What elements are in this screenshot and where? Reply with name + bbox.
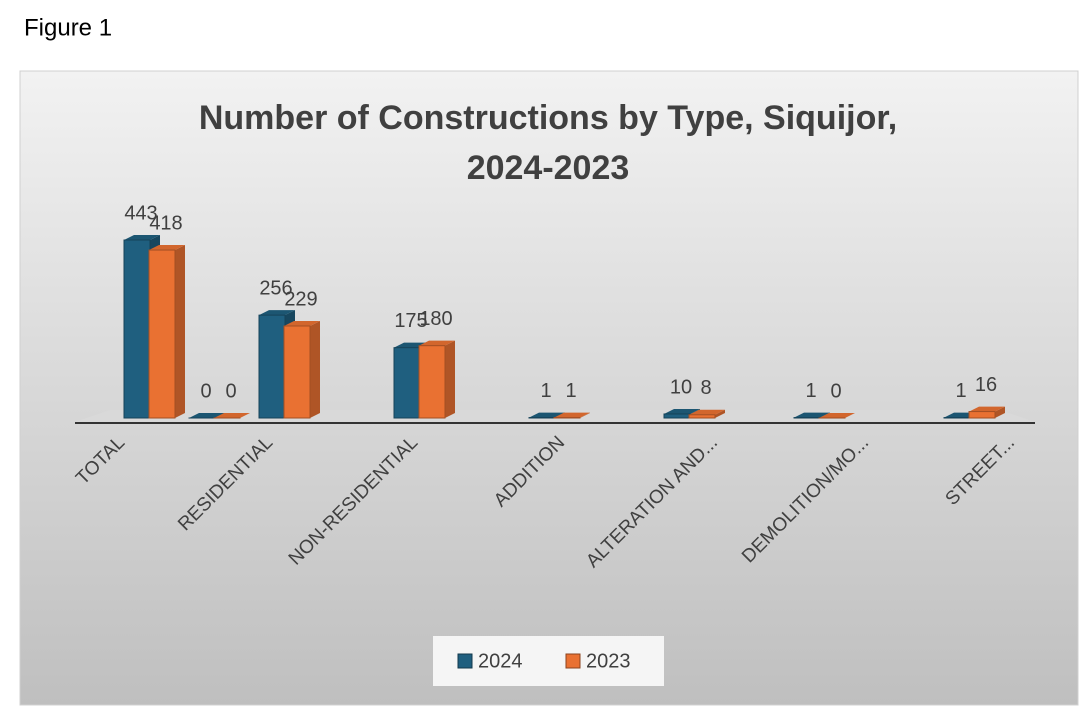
bar-top — [259, 310, 295, 316]
value-label: 229 — [284, 288, 317, 310]
bar-top — [794, 412, 830, 418]
bar-top — [149, 245, 185, 251]
bar-top — [529, 412, 565, 418]
bar-side — [995, 406, 1005, 418]
legend-label: 2023 — [586, 650, 631, 672]
bar — [418, 345, 446, 419]
bar-group — [418, 340, 455, 419]
bar-top — [664, 408, 700, 414]
chart-title: Number of Constructions by Type, Siquijo… — [199, 99, 897, 187]
bar-group — [968, 406, 1005, 419]
bar-side — [175, 245, 185, 418]
bar — [283, 325, 311, 419]
value-label: 443 — [124, 202, 157, 224]
value-label: 0 — [225, 380, 236, 402]
value-label: 8 — [700, 377, 711, 399]
value-label: 256 — [259, 277, 292, 299]
value-label: 0 — [830, 380, 841, 402]
bar-top — [214, 413, 250, 418]
bar-top — [819, 413, 855, 418]
value-label: 10 — [670, 376, 692, 398]
value-label: 175 — [394, 310, 427, 332]
bar-group — [148, 245, 185, 419]
value-label: 1 — [540, 380, 551, 402]
value-label: 16 — [975, 374, 997, 396]
bar-side — [715, 409, 725, 418]
bar-top — [124, 235, 160, 240]
bar-group — [213, 413, 250, 419]
bar-side — [580, 412, 590, 418]
bar — [148, 249, 176, 419]
bar — [688, 414, 716, 419]
legend-swatch — [457, 653, 473, 669]
value-label: 1 — [805, 380, 816, 402]
legend-swatch — [565, 653, 581, 669]
legend-label: 2024 — [478, 650, 523, 672]
bar — [123, 239, 151, 419]
chart-area — [19, 70, 1079, 706]
bar-top — [689, 409, 725, 415]
bar-group — [283, 320, 320, 419]
bar-top — [419, 340, 455, 346]
value-label: 1 — [565, 380, 576, 402]
bar-group — [553, 412, 590, 419]
bar-side — [310, 320, 320, 418]
bar-top — [554, 412, 590, 418]
bar-group — [818, 413, 855, 419]
value-label: 1 — [955, 380, 966, 402]
bar — [968, 411, 996, 419]
figure-label: Figure 1 — [24, 14, 112, 41]
bar-top — [189, 413, 225, 418]
value-label: 418 — [149, 212, 182, 234]
bar-top — [969, 406, 1005, 412]
value-label: 180 — [419, 308, 452, 330]
bar-group — [688, 409, 725, 419]
bar-top — [284, 320, 320, 326]
bar-side — [445, 340, 455, 418]
value-label: 0 — [200, 380, 211, 402]
bar — [258, 314, 286, 419]
bar — [393, 347, 421, 419]
bar — [663, 413, 691, 419]
